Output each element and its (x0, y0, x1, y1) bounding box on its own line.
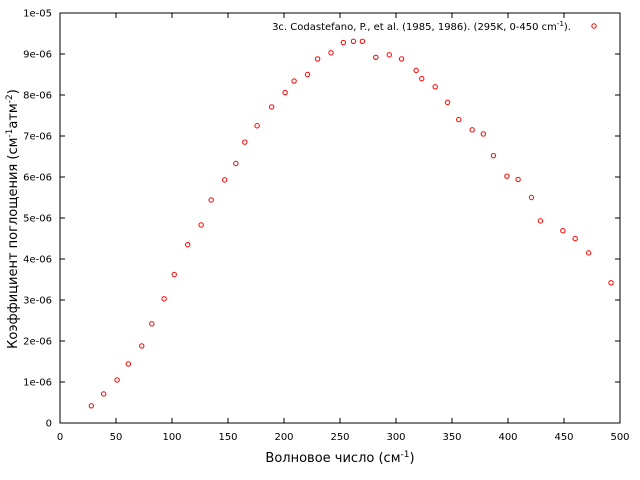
data-point (340, 39, 347, 46)
y-tick-label: 4e-06 (23, 255, 52, 266)
legend-label: 3c. Codastefano, P., et al. (1985, 1986)… (272, 20, 571, 33)
data-point (537, 218, 544, 224)
y-tick-label: 2e-06 (23, 337, 52, 348)
x-tick-label: 150 (218, 432, 237, 443)
data-point (291, 78, 297, 84)
x-tick-label: 350 (442, 432, 461, 443)
y-axis-title-unit: атм (6, 103, 21, 128)
plot-border (59, 12, 621, 424)
data-point (413, 67, 419, 74)
data-point (208, 197, 214, 203)
x-tick-label: 300 (386, 432, 405, 443)
data-point (585, 250, 592, 256)
data-point (314, 56, 321, 62)
data-point (572, 235, 578, 242)
y-tick-label: 7e-06 (23, 132, 52, 143)
y-tick-label: 9e-06 (23, 50, 52, 61)
data-point (444, 99, 451, 106)
x-tick-label: 500 (610, 432, 629, 443)
y-tick-label: 3e-06 (23, 296, 52, 307)
data-point (125, 361, 132, 367)
data-point (100, 391, 107, 397)
x-tick-label: 50 (110, 432, 123, 443)
data-point (161, 296, 167, 302)
data-point (608, 280, 614, 286)
x-tick-label: 250 (330, 432, 349, 443)
data-point (282, 89, 288, 96)
x-axis-title-sup: -1 (401, 450, 410, 460)
data-point (304, 71, 311, 78)
data-point (114, 377, 120, 383)
data-point (268, 104, 275, 110)
legend-label-text: 3c. Codastefano, P., et al. (1985, 1986)… (272, 22, 557, 33)
data-point (504, 173, 510, 179)
data-point (419, 75, 425, 82)
legend-marker (591, 23, 597, 29)
y-axis-title-tail: ) (6, 89, 21, 94)
y-tick-label: 0 (46, 419, 52, 430)
data-point (88, 403, 95, 409)
data-point (386, 52, 392, 58)
data-point (171, 271, 177, 278)
x-axis-title: Волновое число (см-1) (265, 450, 414, 466)
y-axis-title-sup2: -2 (5, 94, 15, 103)
data-point (456, 116, 462, 123)
data-point (490, 152, 497, 159)
y-axis: 0 1e-06 2e-06 3e-06 4e-06 5e-06 6e-06 7e-06 8e-0… (23, 9, 620, 430)
data-point (328, 50, 334, 56)
y-tick-label: 6e-06 (23, 173, 52, 184)
y-tick-label: 5e-06 (23, 214, 52, 225)
legend-label-tail: ). (564, 22, 571, 33)
y-axis-title: Коэффициент поглощения (см-1атм-2) (5, 89, 21, 349)
plot-frame (59, 12, 621, 424)
data-point (432, 84, 438, 90)
data-point (139, 343, 145, 349)
x-axis: 0 50 100 150 200 250 300 350 400 450 500 (57, 13, 630, 443)
data-point (480, 131, 487, 137)
y-axis-title-text: Коэффициент поглощения (см (6, 138, 21, 349)
x-tick-label: 0 (57, 432, 63, 443)
x-axis-title-text: Волновое число (см (265, 451, 400, 466)
data-point (359, 38, 366, 44)
y-tick-label: 8e-06 (23, 91, 52, 102)
data-point (242, 139, 248, 145)
data-point (398, 56, 405, 62)
data-point (233, 160, 239, 167)
data-point (184, 241, 191, 248)
x-axis-title-tail: ) (409, 451, 414, 466)
data-point (528, 194, 535, 201)
data-series (88, 38, 614, 409)
data-point (560, 228, 566, 234)
y-tick-label: 1e-06 (23, 378, 52, 389)
y-axis-title-sup1: -1 (5, 129, 15, 138)
x-tick-label: 400 (498, 432, 517, 443)
x-tick-label: 450 (554, 432, 573, 443)
data-point (515, 176, 521, 183)
data-point (373, 54, 379, 60)
x-tick-label: 200 (274, 432, 293, 443)
legend: 3c. Codastefano, P., et al. (1985, 1986)… (272, 20, 597, 33)
data-point (469, 127, 475, 133)
data-point (350, 38, 357, 44)
legend-label-sup: -1 (557, 20, 564, 28)
data-point (221, 177, 228, 183)
data-point (254, 123, 260, 129)
data-point (149, 321, 155, 327)
x-tick-label: 100 (162, 432, 181, 443)
y-tick-label: 1e-05 (23, 9, 52, 20)
data-point (198, 222, 204, 228)
